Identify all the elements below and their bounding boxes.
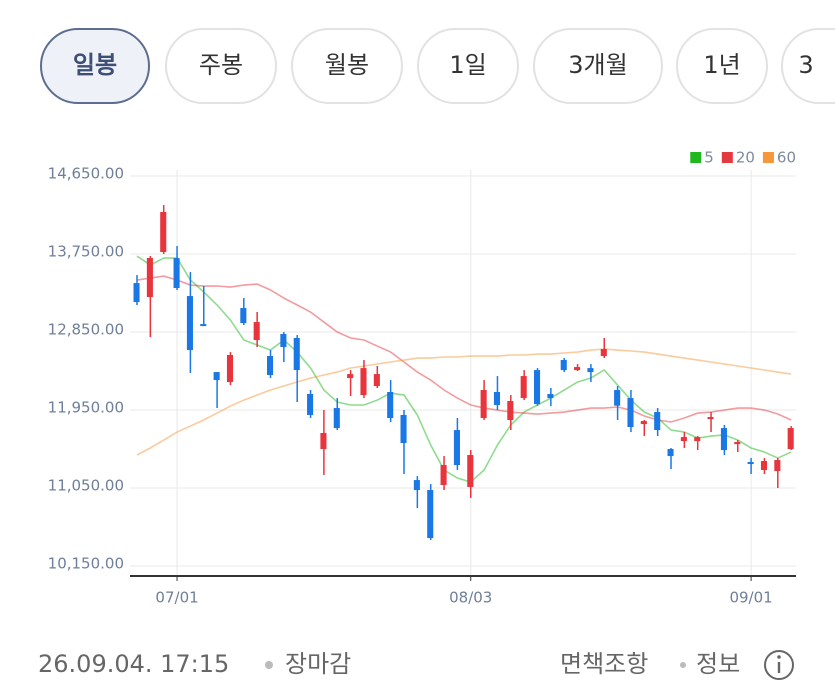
candle-body (627, 398, 634, 428)
legend-label: 60 (777, 149, 796, 167)
candle-body (680, 437, 687, 442)
y-tick-label: 11,950.00 (48, 399, 124, 417)
candle-body (133, 283, 140, 303)
candle-body (320, 433, 327, 450)
tab-pill[interactable] (40, 28, 150, 104)
info-icon[interactable] (764, 650, 794, 680)
y-tick-label: 14,650.00 (48, 165, 124, 183)
candle-body (534, 370, 541, 405)
candle-body (240, 308, 247, 324)
tab[interactable]: 월봉 (291, 28, 403, 104)
legend-swatch (721, 152, 733, 163)
ma-line (136, 348, 792, 456)
legend-label: 5 (704, 149, 714, 167)
separator-dot (265, 661, 273, 669)
tab-pill[interactable] (676, 28, 768, 104)
candle-body (333, 408, 340, 429)
candle-body (560, 360, 567, 371)
candle-body (427, 490, 434, 539)
candle-body (467, 455, 474, 487)
legend-swatch (762, 152, 774, 163)
info-link[interactable]: 정보 (696, 650, 740, 678)
candle-body (774, 460, 781, 472)
chart: 10,150.00 11,050.00 11,950.00 12,850.00 13,7… (48, 149, 796, 607)
candle-body (547, 394, 554, 399)
tab-label[interactable]: 3개월 (568, 51, 627, 79)
candle-body (387, 392, 394, 419)
tab-pill[interactable] (781, 28, 835, 104)
candle-body (480, 390, 487, 419)
x-tick-label: 07/01 (155, 589, 198, 607)
candle-body (760, 460, 768, 471)
tab[interactable]: 주봉 (165, 28, 277, 104)
tab-pill[interactable] (165, 28, 277, 104)
candle-body (707, 417, 714, 420)
candle-body (413, 480, 420, 491)
tab[interactable]: 3 (781, 28, 835, 104)
tab-label[interactable]: 월봉 (325, 51, 369, 79)
tab-pill[interactable] (533, 28, 663, 104)
candle-body (493, 392, 501, 406)
tab-label[interactable]: 3 (798, 51, 813, 79)
candle-body (640, 421, 647, 425)
tab[interactable]: 3개월 (533, 28, 663, 104)
candle-body (146, 258, 153, 298)
candle-body (520, 376, 527, 399)
candle-body (507, 401, 514, 420)
tab-label[interactable]: 1년 (703, 51, 740, 79)
y-tick-label: 11,050.00 (48, 477, 124, 495)
market-status: 장마감 (285, 650, 351, 678)
candle-body (787, 428, 794, 450)
y-tick-label: 12,850.00 (48, 321, 124, 339)
candle-body (307, 394, 314, 415)
candle-body (694, 437, 701, 442)
candle-body (200, 324, 207, 327)
candle-body (587, 368, 594, 373)
candle-body (574, 367, 581, 371)
tab-pill[interactable] (291, 28, 403, 104)
candle-body (667, 449, 674, 457)
candle-body (734, 442, 741, 445)
candle-body (347, 374, 354, 379)
candle-body (173, 258, 180, 289)
candle-body (654, 412, 661, 431)
legend-label: 20 (736, 149, 755, 167)
tab-pill[interactable] (417, 28, 519, 104)
candle-body (747, 462, 754, 465)
separator-dot (680, 662, 686, 668)
candle-body (440, 465, 447, 485)
tab[interactable]: 1년 (676, 28, 768, 104)
legend-swatch (690, 152, 702, 163)
disclaimer-link[interactable]: 면책조항 (560, 650, 648, 678)
ma-line (136, 255, 792, 483)
candle-body (253, 322, 260, 341)
tab-label[interactable]: 주봉 (199, 51, 243, 79)
candle-body (267, 356, 274, 376)
y-tick-label: 10,150.00 (48, 555, 124, 573)
tab[interactable]: 일봉 (40, 28, 150, 104)
candle-body (720, 428, 727, 451)
tab-label[interactable]: 일봉 (73, 51, 117, 79)
y-tick-label: 13,750.00 (48, 243, 124, 261)
candle-body (600, 349, 607, 357)
x-tick-label: 08/03 (449, 589, 492, 607)
x-tick-label: 09/01 (729, 589, 772, 607)
tab-label[interactable]: 1일 (449, 51, 486, 79)
candle-body (280, 334, 287, 348)
candle-body (213, 372, 220, 381)
candle-body (614, 390, 621, 406)
candle-body (293, 338, 300, 370)
timestamp: 26.09.04. 17:15 (38, 650, 229, 678)
candle-body (400, 414, 407, 444)
candle-body (373, 374, 380, 387)
candle-body (160, 212, 167, 253)
info-icon-dot (777, 655, 781, 659)
tab[interactable]: 1일 (417, 28, 519, 104)
candle-body (186, 296, 193, 351)
candle-body (360, 368, 367, 396)
ma-line (136, 275, 792, 423)
candle-body (453, 430, 460, 466)
candle-body (226, 355, 234, 383)
